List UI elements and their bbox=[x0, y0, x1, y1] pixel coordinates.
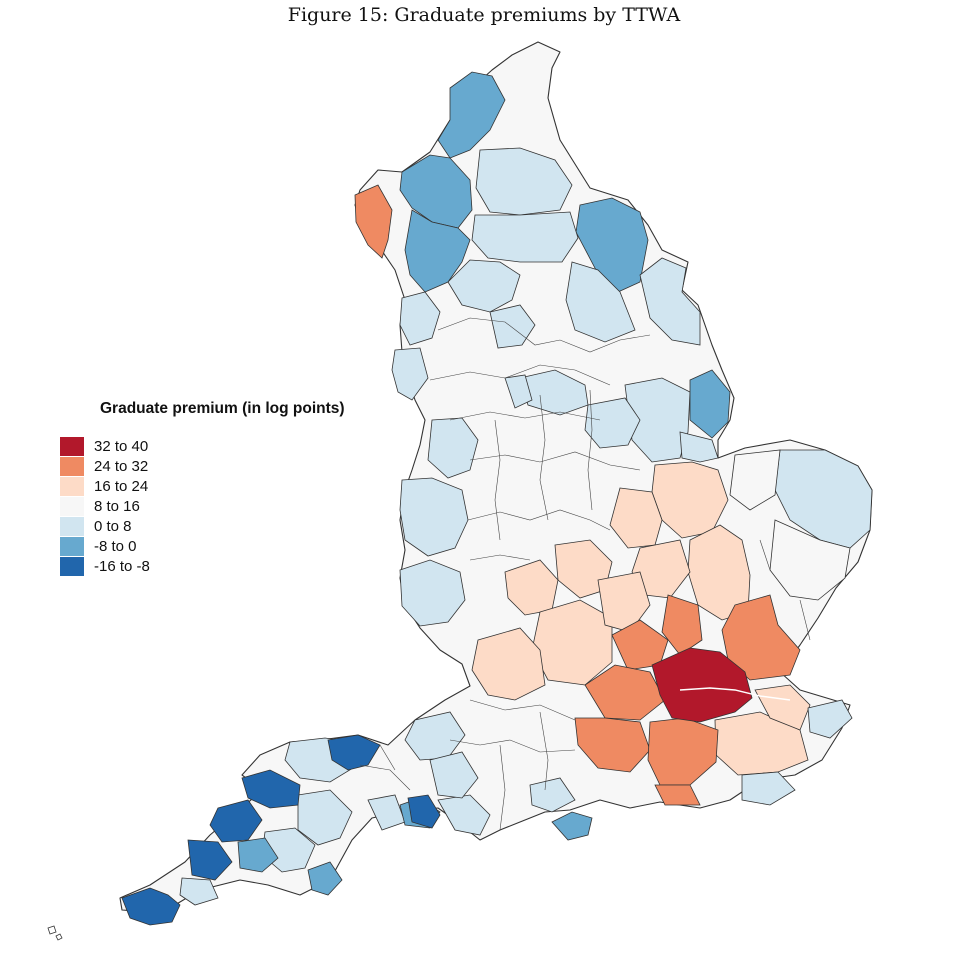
region-chichester bbox=[529, 777, 576, 813]
legend-label: 0 to 8 bbox=[94, 518, 132, 535]
ttwa-internal-boundaries bbox=[359, 317, 811, 831]
region-penzance bbox=[121, 887, 181, 926]
legend-item-neg8-to-0: -8 to 0 bbox=[60, 537, 260, 557]
region-tyne bbox=[475, 147, 573, 216]
legend-label: -16 to -8 bbox=[94, 558, 150, 575]
legend-item-24-to-32: 24 to 32 bbox=[60, 457, 260, 477]
legend-label: -8 to 0 bbox=[94, 538, 137, 555]
figure-title: Figure 15: Graduate premiums by TTWA bbox=[287, 4, 681, 26]
region-yeovil bbox=[407, 794, 441, 829]
legend-swatch bbox=[60, 457, 84, 476]
region-northumberland-west bbox=[437, 71, 506, 159]
legend-label: 32 to 40 bbox=[94, 438, 149, 455]
region-colchester-orange bbox=[721, 594, 801, 681]
region-peak bbox=[504, 374, 533, 409]
thames-estuary bbox=[679, 687, 791, 701]
region-wakefield bbox=[489, 304, 536, 349]
region-york bbox=[565, 261, 636, 343]
legend-swatch bbox=[60, 437, 84, 456]
region-oxford-peach bbox=[531, 599, 613, 686]
region-hastings bbox=[741, 771, 796, 806]
region-harrogate bbox=[447, 259, 521, 313]
legend-swatch bbox=[60, 537, 84, 556]
region-medway-peach bbox=[754, 684, 811, 731]
region-milton-keynes-peach bbox=[597, 571, 651, 633]
region-dover bbox=[807, 699, 853, 739]
region-isle-of-wight bbox=[551, 811, 593, 841]
region-skegness bbox=[689, 369, 731, 439]
region-london bbox=[651, 647, 753, 723]
region-blackpool bbox=[391, 347, 429, 401]
region-cumbria-north bbox=[399, 154, 473, 229]
legend-swatch bbox=[60, 557, 84, 576]
region-truro bbox=[187, 839, 233, 881]
legend-item-16-to-24: 16 to 24 bbox=[60, 477, 260, 497]
region-durham bbox=[471, 211, 579, 263]
region-ipswich bbox=[769, 519, 851, 601]
region-cheltenham-peach bbox=[471, 627, 546, 701]
legend-title: Graduate premium (in log points) bbox=[100, 400, 345, 417]
region-herefordshire bbox=[399, 559, 466, 627]
region-scarborough bbox=[639, 257, 701, 346]
legend-item-neg16-to-neg8: -16 to -8 bbox=[60, 557, 260, 577]
legend-swatch bbox=[60, 497, 84, 516]
region-kent-peach bbox=[714, 711, 809, 776]
region-bournemouth bbox=[437, 794, 491, 836]
region-taunton bbox=[327, 734, 381, 771]
region-bude bbox=[209, 799, 263, 843]
region-torbay bbox=[307, 861, 343, 896]
legend-item-32-to-40: 32 to 40 bbox=[60, 437, 260, 457]
region-peterborough bbox=[584, 397, 641, 449]
region-brighton-orange bbox=[654, 784, 701, 806]
legend-swatch bbox=[60, 477, 84, 496]
region-guildford-orange bbox=[574, 717, 651, 773]
region-cumbria-south bbox=[404, 209, 471, 293]
region-west-cumbria bbox=[354, 184, 393, 259]
region-norwich bbox=[774, 449, 873, 549]
region-falmouth bbox=[179, 877, 219, 906]
region-teesside bbox=[575, 197, 649, 293]
legend-item-8-to-16: 8 to 16 bbox=[60, 497, 260, 517]
region-stoke bbox=[427, 417, 479, 479]
legend-swatch bbox=[60, 517, 84, 536]
isles-of-scilly bbox=[47, 925, 63, 941]
legend-label: 16 to 24 bbox=[94, 478, 149, 495]
region-shropshire bbox=[399, 477, 469, 557]
region-exeter bbox=[297, 789, 353, 846]
region-barnstaple bbox=[241, 769, 301, 809]
region-stevenage-orange bbox=[661, 594, 703, 656]
region-boston bbox=[679, 431, 719, 463]
legend-label: 24 to 32 bbox=[94, 458, 149, 475]
region-luton-orange bbox=[611, 619, 669, 671]
legend-item-0-to-8: 0 to 8 bbox=[60, 517, 260, 537]
legend-label: 8 to 16 bbox=[94, 498, 140, 515]
region-kings-lynn bbox=[729, 449, 781, 511]
region-lancaster bbox=[399, 291, 441, 346]
region-salisbury bbox=[429, 751, 479, 799]
region-launceston bbox=[237, 837, 279, 873]
